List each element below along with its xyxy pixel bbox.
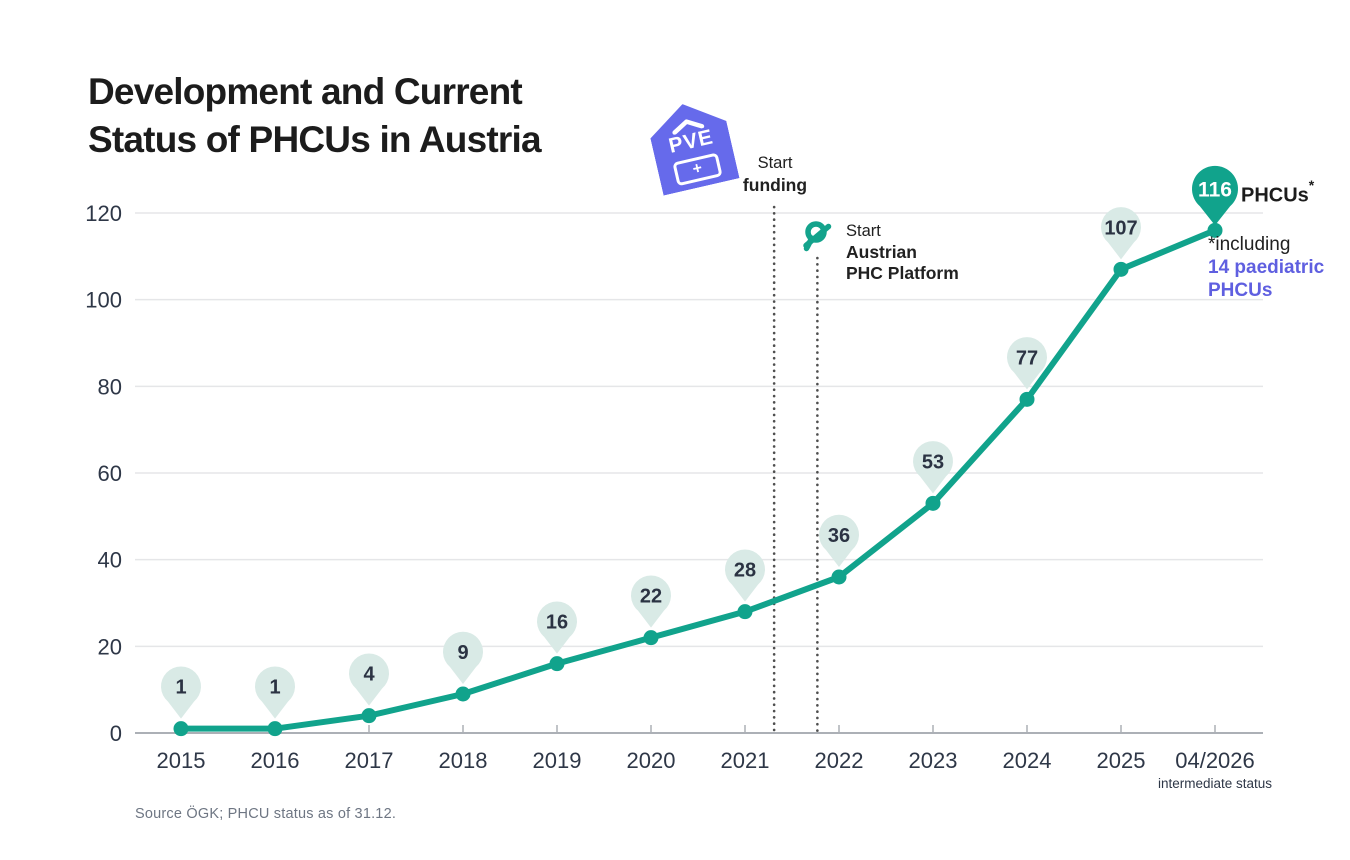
- x-axis-tick-label: 2022: [815, 748, 864, 773]
- phc-platform-line2: Austrian: [846, 242, 917, 262]
- data-point-marker: [643, 630, 659, 646]
- plus-icon: +: [690, 159, 704, 179]
- phc-platform-icon: [803, 221, 832, 252]
- phc-platform-line3: PHC Platform: [846, 263, 959, 283]
- data-point-value: 28: [734, 560, 756, 582]
- data-point-pin: [161, 666, 202, 719]
- data-point-value: 107: [1104, 217, 1137, 239]
- data-point-value: 1: [175, 677, 186, 699]
- footnote-line2: 14 paediatric: [1208, 257, 1325, 278]
- data-point-pin: [1101, 207, 1142, 260]
- source-note: Source ÖGK; PHCU status as of 31.12.: [135, 806, 397, 822]
- data-point-marker: [925, 495, 941, 511]
- paediatric-footnote: *including 14 paediatric PHCUs: [1208, 233, 1324, 302]
- data-point-value: 36: [828, 525, 850, 547]
- data-point-value: 77: [1016, 347, 1038, 369]
- data-point-value: 4: [363, 664, 375, 686]
- pve-plus-box: +: [672, 153, 722, 187]
- annotation-phc-platform: Start Austrian PHC Platform: [846, 221, 959, 284]
- y-axis-tick-label: 40: [98, 548, 122, 573]
- phc-platform-line1: Start: [846, 222, 881, 240]
- x-axis-tick-label: 2016: [251, 748, 300, 773]
- y-axis-tick-label: 20: [98, 634, 122, 659]
- data-point-marker: [831, 569, 847, 585]
- x-axis-tick-label: 2018: [439, 748, 488, 773]
- data-point-marker: [173, 721, 189, 737]
- footnote-line3: PHCUs: [1208, 280, 1273, 301]
- data-point-marker: [1113, 261, 1129, 277]
- pve-logo-shape: PVE +: [644, 95, 739, 195]
- intermediate-status-label: intermediate status: [1158, 776, 1272, 791]
- start-funding-line1: Start: [757, 154, 793, 172]
- x-axis-tick-label: 2017: [345, 748, 394, 773]
- pve-roof-icon: [669, 115, 705, 135]
- pve-logo: PVE +: [644, 95, 739, 195]
- page-title: Development and Current Status of PHCUs …: [88, 68, 542, 164]
- data-point-value: 16: [546, 612, 568, 634]
- data-point-value: 22: [640, 586, 662, 608]
- y-axis-tick-label: 100: [85, 288, 122, 313]
- x-axis-tick-label: 2021: [721, 748, 770, 773]
- data-point-value: 9: [457, 642, 468, 664]
- final-badge-value: 116: [1198, 178, 1232, 201]
- data-point-value: 1: [269, 677, 280, 699]
- data-point-marker: [455, 686, 471, 702]
- x-axis-tick-label: 04/2026: [1175, 748, 1255, 773]
- data-point-pin: [631, 575, 671, 628]
- footnote-line1: *including: [1208, 234, 1291, 255]
- data-point-marker: [1019, 391, 1035, 407]
- data-point-pin: [819, 514, 859, 567]
- data-point-pin: [1007, 337, 1047, 390]
- data-point-value: 53: [922, 451, 944, 473]
- data-point-pin: [255, 666, 295, 719]
- data-point-marker: [737, 604, 753, 620]
- x-axis-tick-label: 2025: [1097, 748, 1146, 773]
- y-axis-tick-label: 60: [98, 461, 122, 486]
- y-axis-tick-label: 80: [98, 374, 122, 399]
- series-line: [178, 227, 1218, 732]
- data-point-pin: [913, 441, 953, 494]
- data-point-pin: [537, 601, 578, 654]
- final-badge-pin: [1192, 165, 1238, 226]
- x-axis-tick-label: 2024: [1003, 748, 1052, 773]
- final-badge-label: PHCUs*: [1241, 177, 1314, 208]
- asterisk-mark: *: [1308, 177, 1315, 193]
- annotation-start-funding: Start funding: [723, 152, 827, 196]
- final-badge-text: PHCUs: [1241, 184, 1309, 207]
- data-point-pin: [725, 549, 765, 602]
- start-funding-line2: funding: [742, 175, 808, 195]
- y-axis-tick-label: 0: [110, 721, 122, 746]
- x-axis-tick-label: 2019: [533, 748, 582, 773]
- data-point-marker: [361, 708, 377, 724]
- data-point-marker: [1207, 222, 1223, 238]
- page-title-line1: Development and Current: [88, 71, 523, 112]
- x-axis-tick-label: 2023: [909, 748, 958, 773]
- y-axis-tick-label: 120: [85, 201, 122, 226]
- data-point-pin: [349, 653, 389, 706]
- data-point-marker: [267, 721, 283, 737]
- data-point-marker: [549, 656, 565, 672]
- x-axis-tick-label: 2015: [157, 748, 206, 773]
- data-point-pin: [443, 631, 484, 684]
- page-title-line2: Status of PHCUs in Austria: [88, 119, 542, 160]
- x-axis-tick-label: 2020: [627, 748, 676, 773]
